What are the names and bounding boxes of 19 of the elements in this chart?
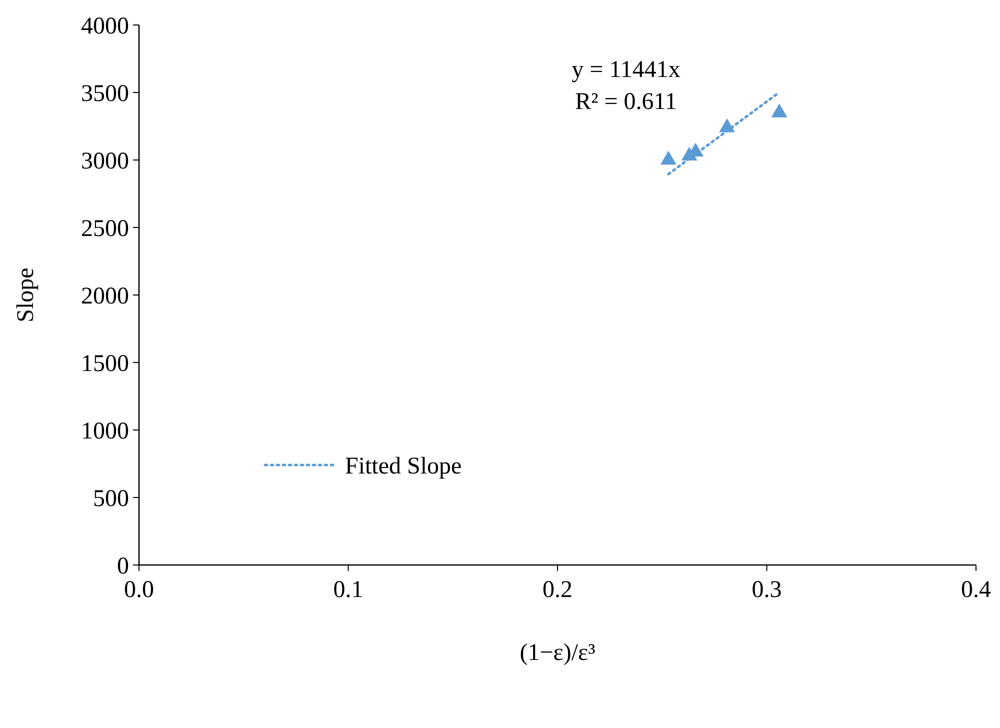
x-axis-title: (1−ε)/ε³ <box>520 640 596 666</box>
x-tick-label: 0.3 <box>752 577 782 603</box>
x-tick-label: 0.1 <box>333 577 364 603</box>
y-tick-label: 0 <box>117 553 129 580</box>
annotation: y = 11441x <box>572 57 680 83</box>
x-tick-label: 0.4 <box>961 577 991 603</box>
y-tick-label: 1000 <box>81 418 129 444</box>
y-tick-label: 2000 <box>81 283 129 310</box>
y-tick-label: 3500 <box>81 80 129 107</box>
y-tick-label: 1500 <box>81 350 129 377</box>
legend-label: Fitted Slope <box>345 453 462 480</box>
x-tick-label: 0.2 <box>542 577 572 603</box>
y-tick-label: 2500 <box>81 216 129 242</box>
annotation: R² = 0.611 <box>575 89 677 115</box>
y-tick-label: 3000 <box>81 148 129 174</box>
y-tick-label: 4000 <box>81 13 129 40</box>
y-axis-title: Slope <box>13 268 39 322</box>
y-tick-label: 500 <box>93 486 129 512</box>
x-tick-label: 0.0 <box>124 577 154 603</box>
